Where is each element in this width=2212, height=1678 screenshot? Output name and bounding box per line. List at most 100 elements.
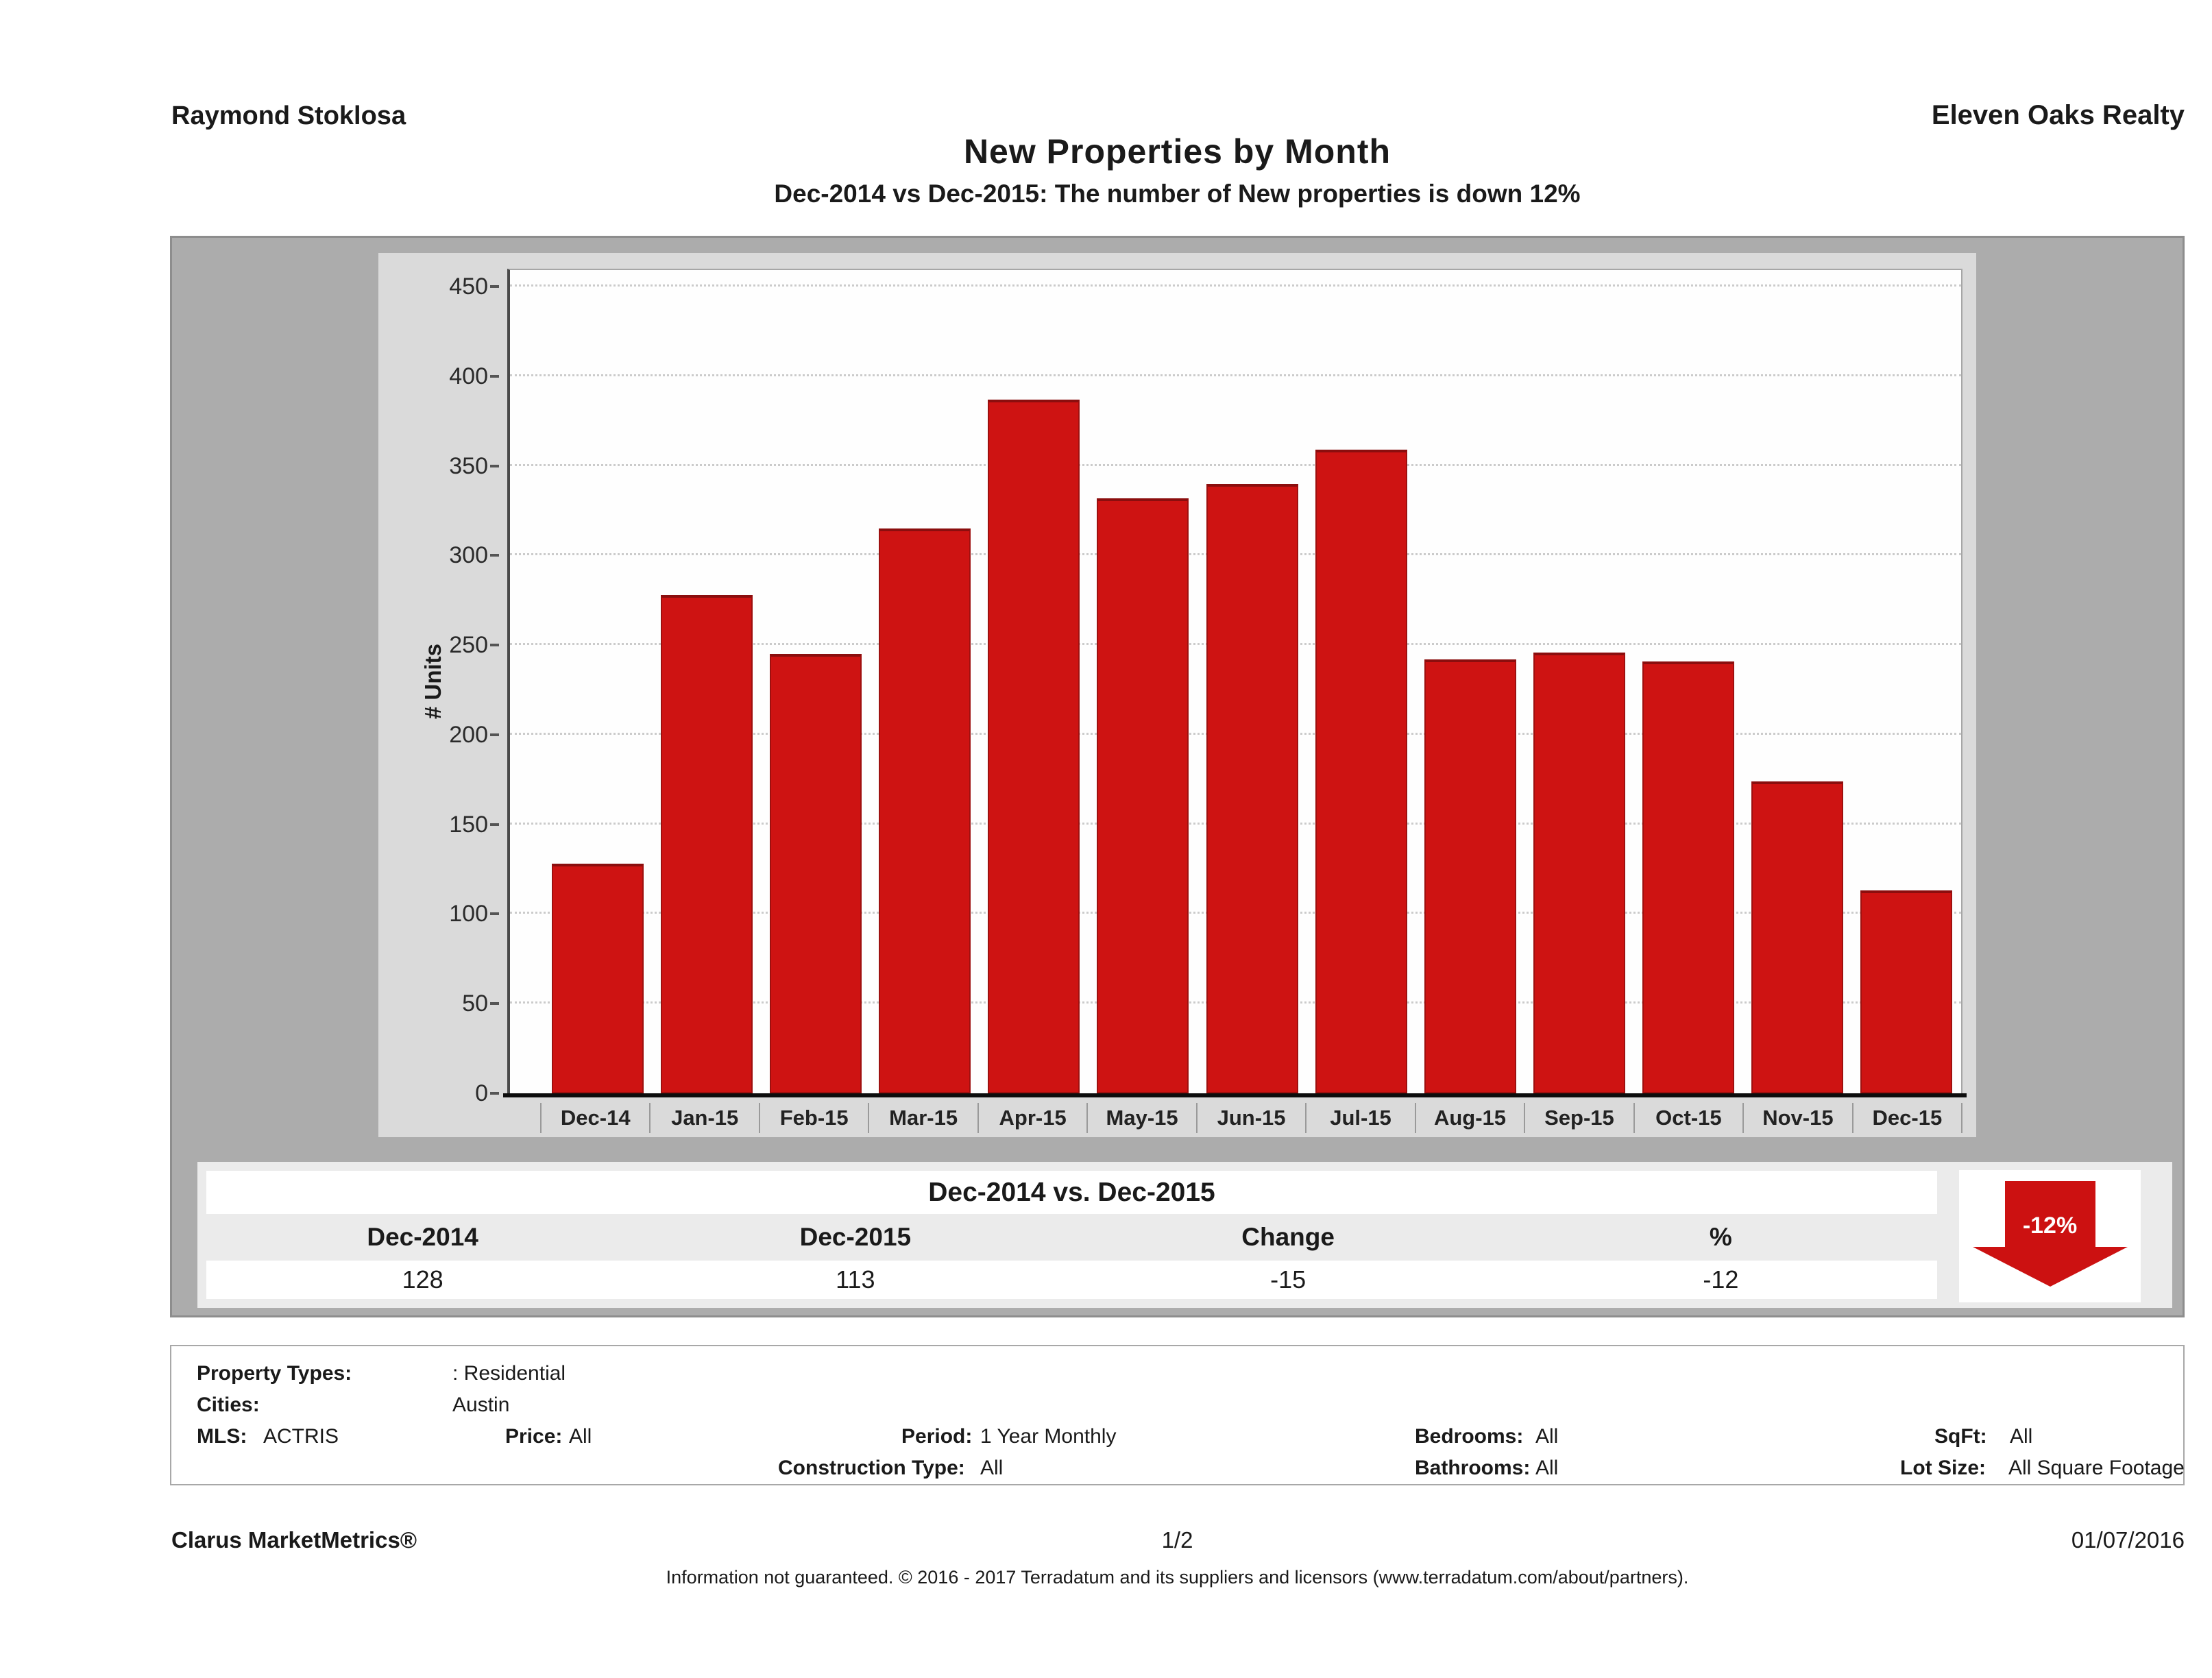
y-tick-label: 300 xyxy=(378,541,488,570)
x-tick-label: Jan-15 xyxy=(649,1103,758,1133)
x-tick-label: Sep-15 xyxy=(1524,1103,1633,1133)
bar-Dec-15 xyxy=(1860,890,1953,1093)
bar-May-15 xyxy=(1097,498,1189,1093)
footer-page-number: 1/2 xyxy=(1161,1527,1193,1553)
bar-Oct-15 xyxy=(1642,661,1735,1093)
y-tick-label: 250 xyxy=(378,631,488,659)
gridline xyxy=(510,284,1961,287)
y-tick-label: 400 xyxy=(378,362,488,391)
y-tick-label: 100 xyxy=(378,899,488,928)
summary-table-value-row: 128 113 -15 -12 xyxy=(206,1261,1937,1299)
y-tick-label: 450 xyxy=(378,272,488,301)
bar-slot xyxy=(1306,270,1415,1093)
construction-type-value: All xyxy=(980,1457,1004,1479)
down-arrow-icon: -12% xyxy=(1972,1181,2128,1287)
trend-badge-label: -12% xyxy=(2022,1213,2078,1239)
x-tick-label: Aug-15 xyxy=(1414,1103,1524,1133)
footer-date: 01/07/2016 xyxy=(2071,1527,2185,1553)
x-axis-tick-labels: Dec-14 Jan-15 Feb-15 Mar-15 Apr-15 May-15 Jun-… xyxy=(507,1103,1963,1133)
x-axis-line xyxy=(503,1093,1967,1097)
gridline xyxy=(510,463,1961,466)
y-tick-label: 50 xyxy=(378,989,488,1018)
footer-brand: Clarus MarketMetrics® xyxy=(171,1527,417,1553)
footer-disclaimer: Information not guaranteed. © 2016 - 201… xyxy=(666,1567,1689,1588)
y-axis-tick-labels: 0 50 100 150 200 250 300 350 400 450 xyxy=(378,269,496,1106)
summary-header-dec2015: Dec-2015 xyxy=(799,1223,912,1251)
x-tick-label: Mar-15 xyxy=(868,1103,977,1133)
office-name: Eleven Oaks Realty xyxy=(1931,100,2185,130)
sqft-value: All xyxy=(2010,1425,2033,1448)
x-tick-label: Feb-15 xyxy=(758,1103,868,1133)
sqft-label: SqFt: xyxy=(1934,1425,1987,1448)
trend-badge: -12% xyxy=(1959,1170,2141,1302)
bar-Jul-15 xyxy=(1315,450,1407,1093)
property-types-label: Property Types: xyxy=(197,1362,352,1385)
page-title: New Properties by Month xyxy=(963,132,1391,171)
y-tick-label: 150 xyxy=(378,810,488,839)
chart-area: # Units 0 50 100 150 200 250 300 350 400 450 Dec-… xyxy=(378,253,1976,1137)
bar-slot xyxy=(761,270,870,1093)
price-value: All xyxy=(569,1425,592,1448)
summary-table: Dec-2014 vs. Dec-2015 Dec-2014 Dec-2015 … xyxy=(197,1162,2172,1308)
x-tick-label: Nov-15 xyxy=(1742,1103,1851,1133)
y-tick-label: 0 xyxy=(378,1079,488,1108)
summary-value-dec2014: 128 xyxy=(402,1265,443,1293)
x-tick-label: Dec-14 xyxy=(540,1103,649,1133)
y-tick-label: 200 xyxy=(378,720,488,749)
page-subtitle: Dec-2014 vs Dec-2015: The number of New … xyxy=(774,180,1581,208)
bedrooms-label: Bedrooms: xyxy=(1415,1425,1524,1448)
x-tick-label: Jul-15 xyxy=(1305,1103,1414,1133)
mls-value: ACTRIS xyxy=(263,1425,339,1448)
bar-Nov-15 xyxy=(1751,781,1844,1093)
bar-slot xyxy=(1743,270,1852,1093)
criteria-box: Property Types: : Residential Cities: Au… xyxy=(170,1345,2185,1485)
bar-slot xyxy=(980,270,1089,1093)
bar-Dec-14 xyxy=(551,864,644,1093)
bar-Jun-15 xyxy=(1206,483,1298,1093)
bars-row xyxy=(510,270,1961,1093)
chart-panel: # Units 0 50 100 150 200 250 300 350 400 450 Dec-… xyxy=(170,236,2185,1317)
y-tick-label: 350 xyxy=(378,452,488,481)
x-tick-label: Apr-15 xyxy=(977,1103,1086,1133)
bar-slot xyxy=(1852,270,1961,1093)
bar-slot xyxy=(652,270,761,1093)
cities-value: Austin xyxy=(452,1394,510,1416)
gridline xyxy=(510,374,1961,376)
summary-value-change: -15 xyxy=(1270,1265,1306,1293)
agent-name: Raymond Stoklosa xyxy=(171,101,406,130)
lot-size-value: All Square Footage xyxy=(2008,1457,2185,1479)
x-tick-label: Jun-15 xyxy=(1195,1103,1305,1133)
cities-label: Cities: xyxy=(197,1394,260,1416)
x-tick-label: Dec-15 xyxy=(1851,1103,1963,1133)
construction-type-label: Construction Type: xyxy=(778,1457,965,1479)
bar-Sep-15 xyxy=(1533,652,1625,1093)
bar-Jan-15 xyxy=(660,594,753,1093)
bar-slot xyxy=(1634,270,1743,1093)
summary-value-dec2015: 113 xyxy=(836,1265,875,1293)
bar-slot xyxy=(543,270,652,1093)
bar-slot xyxy=(1415,270,1524,1093)
bar-slot xyxy=(1524,270,1633,1093)
period-label: Period: xyxy=(901,1425,973,1448)
bar-slot xyxy=(1089,270,1198,1093)
property-types-value: : Residential xyxy=(452,1362,566,1385)
price-label: Price: xyxy=(505,1425,563,1448)
bedrooms-value: All xyxy=(1535,1425,1559,1448)
summary-value-percent: -12 xyxy=(1703,1265,1739,1293)
x-tick-label: May-15 xyxy=(1086,1103,1195,1133)
bar-slot xyxy=(870,270,979,1093)
bar-Apr-15 xyxy=(988,399,1080,1093)
bathrooms-label: Bathrooms: xyxy=(1415,1457,1531,1479)
summary-table-header-row: Dec-2014 Dec-2015 Change % xyxy=(206,1214,1937,1261)
mls-label: MLS: xyxy=(197,1425,247,1448)
bar-slot xyxy=(1198,270,1306,1093)
summary-table-title: Dec-2014 vs. Dec-2015 xyxy=(206,1171,1937,1214)
bathrooms-value: All xyxy=(1535,1457,1559,1479)
bar-Aug-15 xyxy=(1424,659,1516,1093)
plot-area xyxy=(507,269,1962,1093)
bar-Mar-15 xyxy=(879,528,971,1093)
bar-Feb-15 xyxy=(769,654,862,1093)
summary-header-change: Change xyxy=(1241,1223,1335,1251)
x-tick-label: Oct-15 xyxy=(1633,1103,1742,1133)
